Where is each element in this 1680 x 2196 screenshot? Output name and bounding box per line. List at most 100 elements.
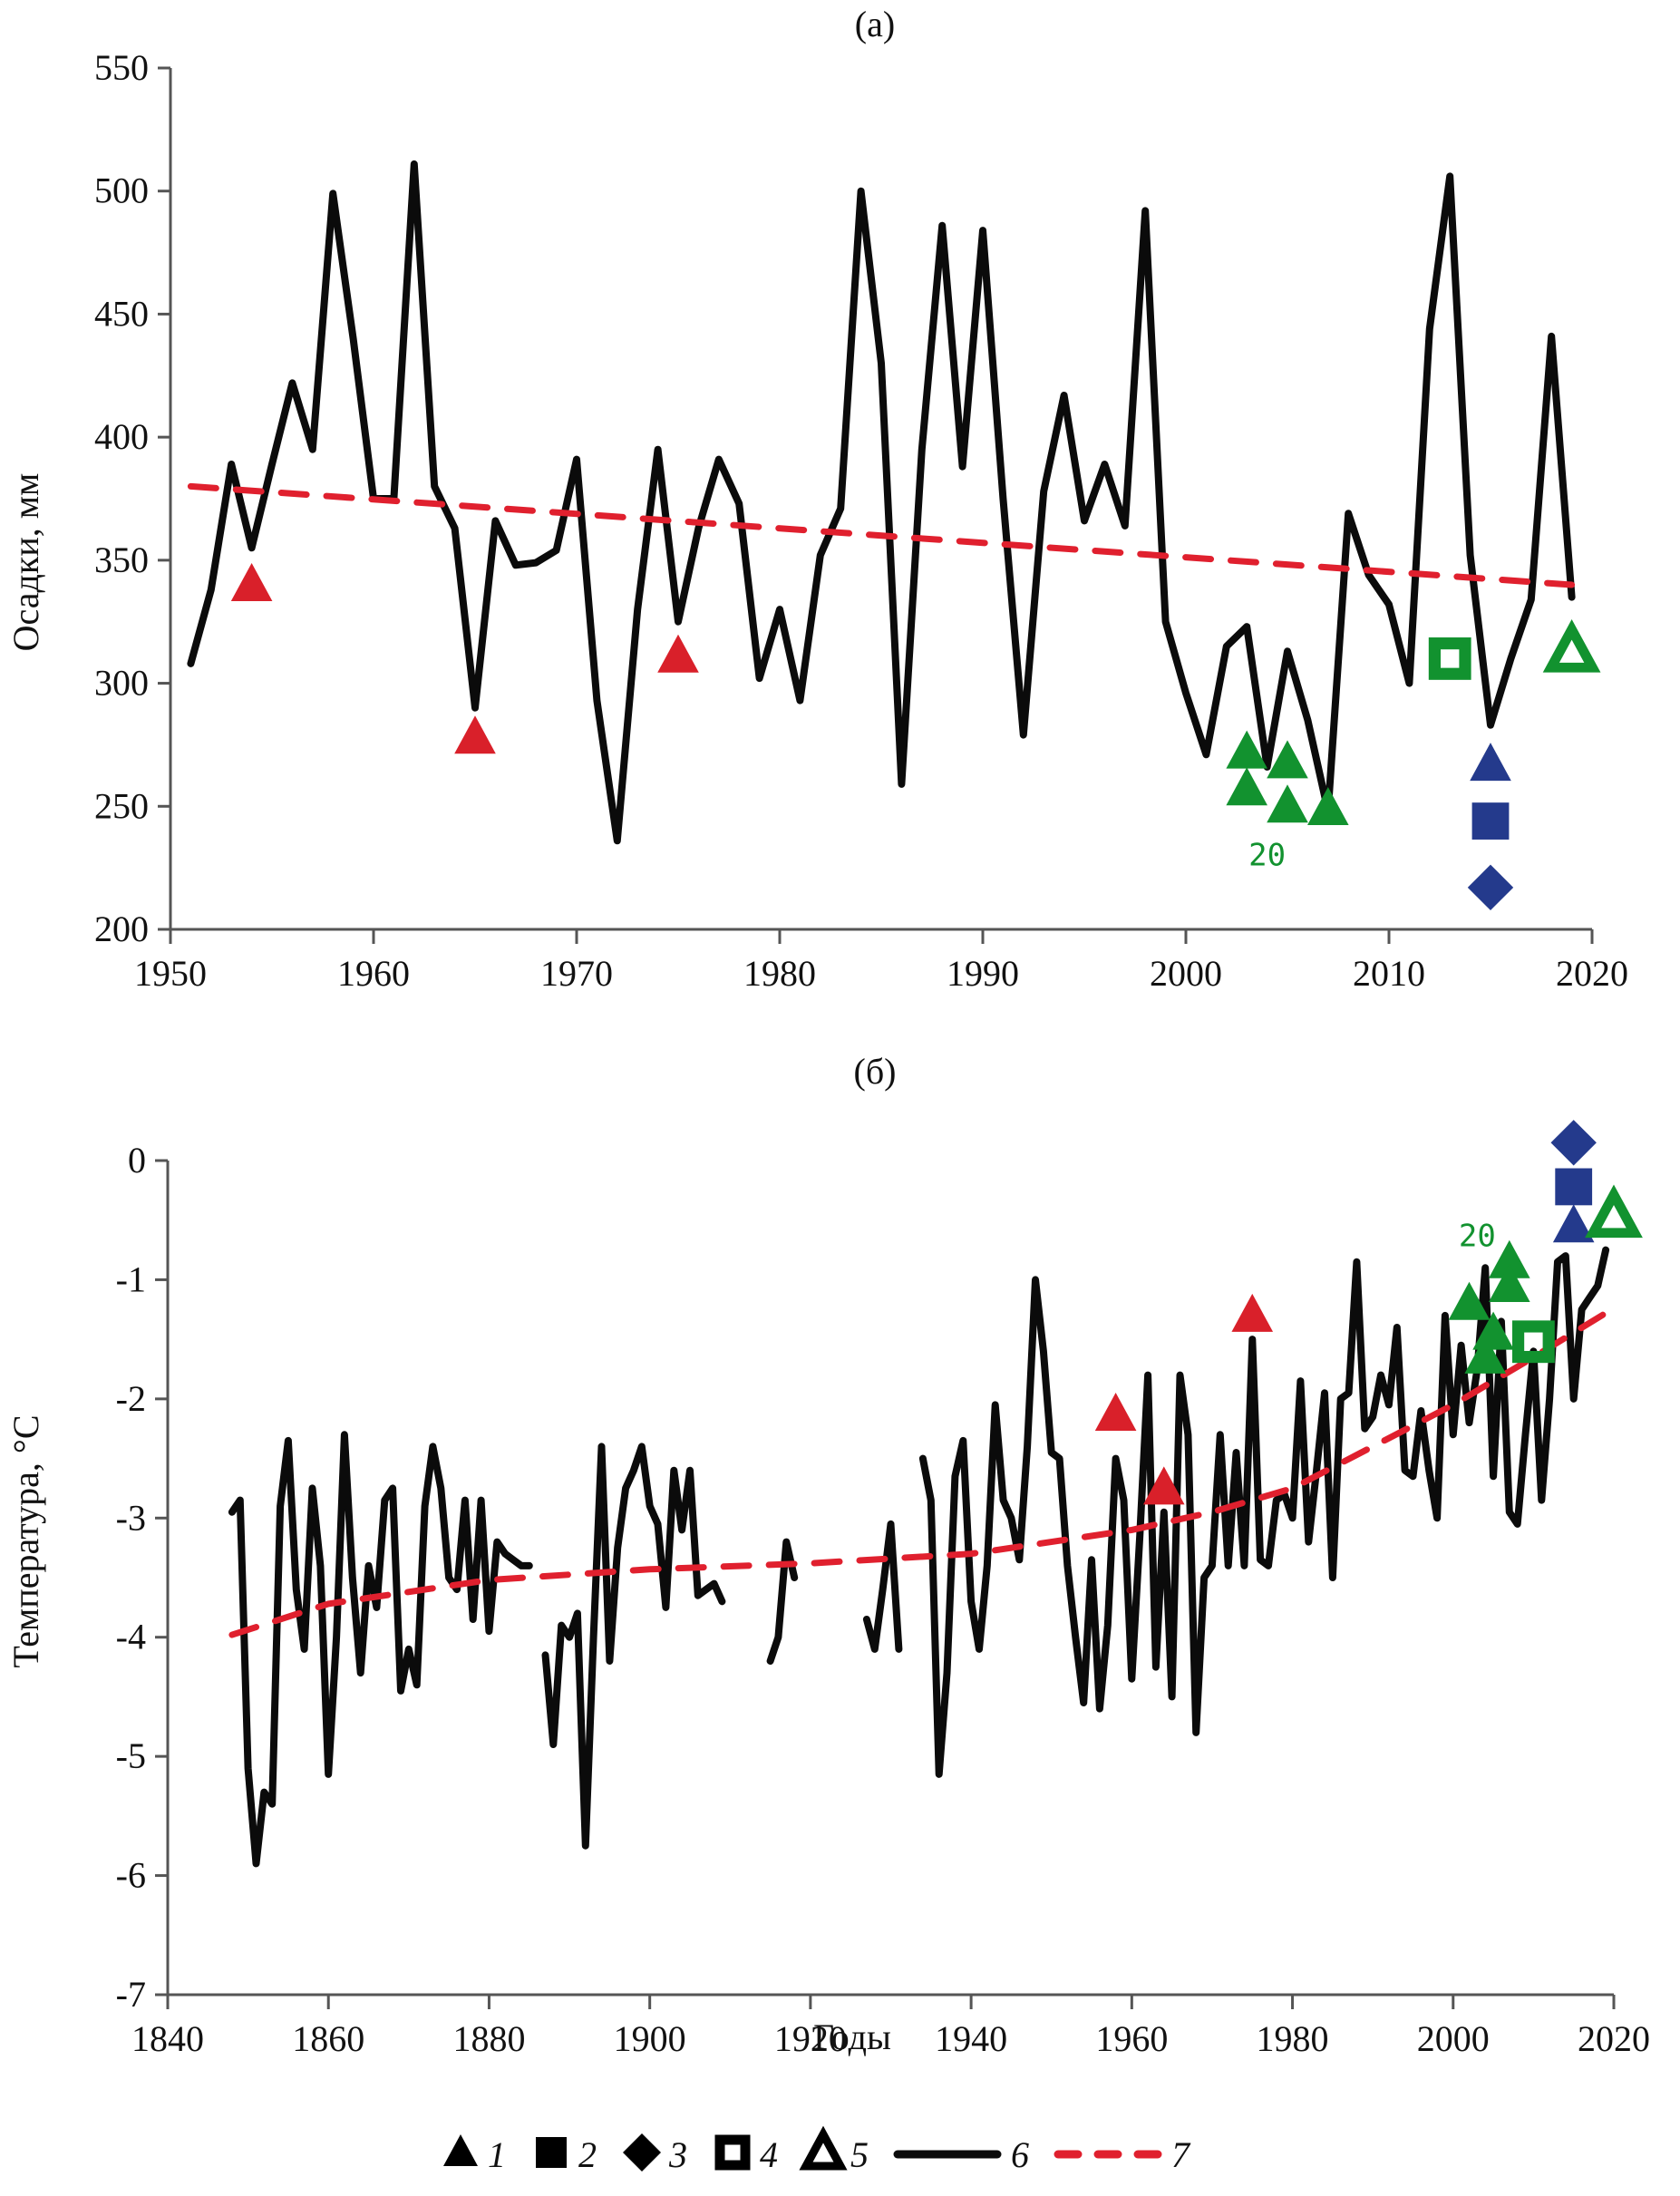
series-6-line [862, 1520, 903, 1653]
marker-filled-square [1555, 1168, 1593, 1206]
legend-label: 7 [1171, 2134, 1191, 2175]
x-tick-label: 1880 [452, 2018, 525, 2059]
marker-filled-triangle [1448, 1281, 1491, 1320]
marker-filled-triangle [1307, 787, 1349, 825]
legend-symbol-hollow-triangle [799, 2125, 848, 2171]
annotation-label: 20 [1248, 837, 1286, 873]
marker-hollow-square [1428, 637, 1471, 680]
series-6-line [918, 1246, 1610, 1778]
x-tick-label: 1920 [774, 2018, 847, 2059]
x-tick-label: 1840 [131, 2018, 204, 2059]
panel-a-axes: 200 250 300 350 400 450 500 550 1950 1960 1970 1980… [94, 47, 1628, 994]
marker-filled-triangle [1489, 1239, 1530, 1278]
legend-item: 7 [1054, 2134, 1191, 2175]
marker-filled-triangle [1464, 1335, 1507, 1374]
y-tick-label: 200 [94, 909, 149, 949]
panel-b-markers [1094, 1120, 1643, 1505]
panel-b-label: (б) [854, 1051, 897, 1092]
marker-filled-triangle [1231, 1293, 1274, 1332]
marker-filled-triangle [657, 634, 699, 673]
series-7-trend-line [187, 482, 1576, 588]
legend-item: 5 [799, 2125, 869, 2175]
y-tick-label: 500 [94, 170, 149, 211]
marker-filled-triangle [1472, 1311, 1514, 1350]
legend-item: 2 [536, 2134, 597, 2175]
panel-b-annotations: 20 [1459, 1219, 1496, 1255]
marker-filled-triangle [1489, 1264, 1530, 1302]
marker-filled-square [1471, 802, 1510, 840]
legend-symbol-filled-diamond [623, 2133, 661, 2172]
y-tick-label: -1 [116, 1258, 146, 1299]
x-tick-label: 2020 [1578, 2018, 1650, 2059]
panel-a-y-axis-title: Осадки, мм [5, 473, 46, 652]
x-tick-label: 1960 [337, 953, 410, 994]
legend-item: 4 [714, 2134, 778, 2175]
marker-filled-triangle [1552, 1204, 1595, 1243]
marker-filled-triangle [1226, 730, 1267, 769]
y-tick-label: 0 [128, 1140, 146, 1181]
x-tick-label: 1970 [540, 953, 613, 994]
x-tick-label: 1860 [292, 2018, 364, 2059]
legend-symbol-filled-triangle [443, 2134, 478, 2166]
x-tick-label: 2000 [1417, 2018, 1490, 2059]
legend-item: 6 [893, 2134, 1029, 2175]
y-tick-label: -5 [116, 1735, 146, 1776]
x-tick-label: 1980 [1257, 2018, 1329, 2059]
marker-filled-triangle [230, 563, 273, 601]
panel-b-y-axis-title: Температура, °С [5, 1414, 46, 1667]
y-tick-label: 250 [94, 785, 149, 826]
marker-filled-triangle [1226, 767, 1267, 806]
y-tick-label: -2 [116, 1378, 146, 1419]
y-tick-label: -4 [116, 1617, 146, 1657]
marker-filled-diamond [1550, 1120, 1597, 1166]
x-tick-label: 1980 [743, 953, 816, 994]
legend-label: 4 [760, 2134, 778, 2175]
x-tick-label: 1960 [1095, 2018, 1168, 2059]
legend: 1 2 3 4 5 6 7 [443, 2125, 1191, 2175]
x-tick-label: 2010 [1353, 953, 1425, 994]
marker-filled-triangle [1267, 740, 1308, 779]
legend-item: 3 [623, 2133, 687, 2175]
marker-filled-triangle [454, 715, 496, 754]
marker-hollow-triangle [1585, 1184, 1643, 1239]
panel-a-markers [230, 563, 1601, 911]
series-6-line [187, 160, 1576, 845]
series-7-trend-line [228, 1309, 1609, 1638]
marker-hollow-square [1511, 1320, 1555, 1364]
marker-filled-triangle [1094, 1392, 1137, 1431]
y-tick-label: 450 [94, 293, 149, 334]
panel-b-series [228, 1246, 1610, 1868]
legend-label: 2 [578, 2134, 597, 2175]
marker-filled-triangle [1267, 784, 1308, 823]
legend-label: 6 [1011, 2134, 1029, 2175]
panel-a-annotations: 20 [1248, 837, 1286, 873]
x-tick-label: 1990 [947, 953, 1019, 994]
panel-a-series [187, 160, 1576, 845]
y-tick-label: -7 [116, 1974, 146, 2015]
x-tick-label: 1940 [935, 2018, 1007, 2059]
panel-a-precipitation: (a) Осадки, мм 200 250 300 350 400 450 500 550 1… [5, 4, 1628, 994]
panel-b-axes: -7 -6 -5 -4 -3 -2 -1 0 1840 1860 1880 1900 1920 1940 1… [116, 1140, 1650, 2059]
marker-filled-diamond [1467, 864, 1514, 911]
panel-a-label: (a) [855, 4, 895, 44]
legend-symbol-hollow-square [714, 2134, 751, 2171]
x-tick-label: 1900 [614, 2018, 686, 2059]
legend-item: 1 [443, 2134, 506, 2175]
series-6-line [541, 1443, 726, 1850]
legend-label: 5 [850, 2134, 869, 2175]
y-tick-label: -3 [116, 1497, 146, 1538]
legend-label: 1 [488, 2134, 506, 2175]
y-tick-label: 400 [94, 416, 149, 457]
legend-label: 3 [668, 2134, 687, 2175]
panel-b-temperature: (б) Температура, °С Годы -7 -6 -5 -4 -3 -2 -1 0… [5, 1051, 1650, 2059]
y-tick-label: 550 [94, 47, 149, 88]
y-tick-label: 300 [94, 663, 149, 704]
series-6-line [766, 1538, 799, 1665]
y-tick-label: -6 [116, 1855, 146, 1896]
x-tick-label: 1950 [134, 953, 207, 994]
x-tick-label: 2000 [1150, 953, 1222, 994]
series-6-line [228, 1431, 533, 1868]
legend-symbol-filled-square [536, 2137, 567, 2168]
marker-filled-triangle [1142, 1466, 1185, 1505]
